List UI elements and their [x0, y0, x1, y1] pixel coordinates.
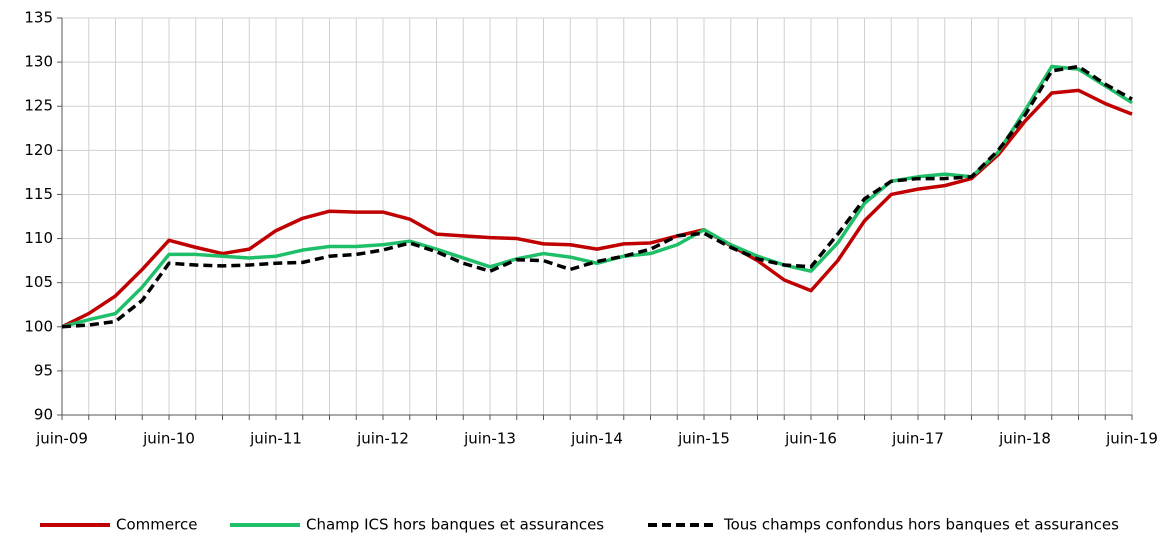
legend-label: Commerce [116, 516, 197, 534]
x-tick-label: juin-18 [998, 430, 1051, 448]
series-line [61, 88, 1133, 329]
x-tick-label: juin-19 [1105, 430, 1158, 448]
x-tick-label: juin-11 [249, 430, 302, 448]
y-tick-label: 135 [24, 9, 53, 27]
series-line [61, 64, 1133, 329]
x-tick-label: juin-17 [891, 430, 944, 448]
y-tick-label: 120 [24, 141, 53, 159]
x-tick-label: juin-15 [677, 430, 730, 448]
x-tick-label: juin-09 [35, 430, 88, 448]
x-tick-label: juin-13 [463, 430, 516, 448]
legend-label: Champ ICS hors banques et assurances [306, 516, 604, 534]
y-tick-label: 130 [24, 53, 53, 71]
series-line [61, 64, 1133, 329]
y-tick-label: 115 [24, 185, 53, 203]
x-tick-label: juin-16 [784, 430, 837, 448]
y-tick-label: 105 [24, 273, 53, 291]
legend-label: Tous champs confondus hors banques et as… [723, 516, 1119, 534]
y-tick-label: 110 [24, 229, 53, 247]
y-tick-label: 125 [24, 97, 53, 115]
y-tick-label: 95 [34, 361, 53, 379]
y-tick-label: 90 [34, 406, 53, 424]
y-tick-label: 100 [24, 317, 53, 335]
x-tick-label: juin-10 [142, 430, 195, 448]
x-tick-label: juin-12 [356, 430, 409, 448]
x-tick-label: juin-14 [570, 430, 623, 448]
